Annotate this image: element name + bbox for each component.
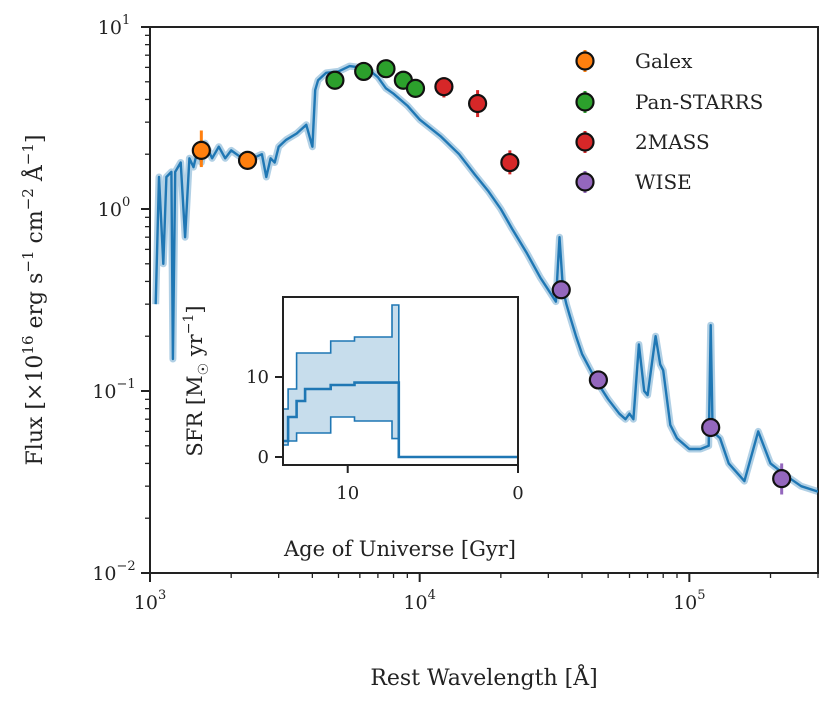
inset-x-tick-label: 0: [512, 483, 523, 504]
point-galex: [237, 150, 258, 170]
inset-y-tick-label: 10: [246, 367, 269, 388]
y-tick-exponent: −2: [117, 559, 136, 574]
main-x-ticks: 103 104 105: [134, 573, 706, 614]
x-tick-exponent: 5: [697, 588, 705, 603]
y-axis-label: Flux [×1016 erg s−1 cm−2 Å−1]: [19, 135, 48, 466]
legend-label-galex: Galex: [635, 49, 693, 73]
main-plot-frame: [149, 26, 819, 574]
x-tick-label: 104: [403, 588, 435, 614]
inset-x-ticks: 10 0: [336, 465, 524, 504]
x-tick-exponent: 4: [428, 588, 436, 603]
y-tick-label: 10−1: [92, 377, 135, 403]
photometry-points: [191, 59, 792, 495]
legend-entry-panstarrs: Pan-STARRS: [575, 90, 763, 114]
legend-entry-wise: WISE: [575, 170, 692, 194]
inset-frame: [282, 296, 519, 466]
main-minor-ticks: [145, 34, 819, 578]
inset-y-tick-label: 0: [258, 447, 269, 468]
inset-background: [283, 297, 518, 465]
point-2mass: [434, 77, 454, 97]
inset-sfr-median: [283, 381, 518, 459]
legend-label-panstarrs: Pan-STARRS: [635, 90, 763, 114]
legend-marker-panstarrs: [575, 92, 595, 112]
y-tick-exponent: 0: [122, 195, 130, 210]
inset-x-axis-label: Age of Universe [Gyr]: [283, 537, 516, 561]
y-tick-label: 101: [98, 13, 130, 39]
point-panstarrs: [376, 59, 396, 79]
inset-sfh: 10 0 0 10 Age of Universe [Gyr] SFR [M☉ yr…: [181, 296, 524, 561]
y-tick-label: 100: [98, 195, 130, 221]
x-tick-exponent: 3: [158, 588, 166, 603]
y-tick-label: 10−2: [92, 559, 135, 585]
point-wise: [588, 370, 608, 390]
legend-label-wise: WISE: [635, 170, 692, 194]
point-2mass: [500, 152, 520, 173]
y-tick-exponent: 1: [122, 13, 130, 28]
x-tick-label: 105: [673, 588, 705, 614]
legend-marker-galex: [575, 51, 595, 71]
point-panstarrs: [325, 70, 345, 90]
point-wise: [701, 417, 721, 438]
legend: Galex Pan-STARRS 2MASS WISE: [575, 49, 763, 194]
point-galex: [191, 140, 211, 160]
legend-marker-2mass: [575, 132, 595, 152]
point-wise: [772, 469, 792, 489]
x-tick-label: 103: [134, 588, 166, 614]
point-panstarrs: [405, 78, 426, 98]
x-axis-label: Rest Wavelength [Å]: [370, 663, 597, 691]
point-wise: [551, 280, 571, 300]
model-sed-line: [154, 64, 818, 493]
point-panstarrs: [354, 61, 374, 82]
point-2mass: [468, 93, 488, 114]
legend-entry-2mass: 2MASS: [575, 130, 710, 154]
inset-y-axis-label: SFR [M☉ yr−1]: [181, 305, 212, 456]
y-tick-exponent: −1: [117, 377, 136, 392]
legend-marker-wise: [575, 172, 595, 192]
inset-x-tick-label: 10: [336, 483, 359, 504]
legend-entry-galex: Galex: [575, 49, 693, 73]
inset-y-ticks: 0 10: [246, 367, 283, 468]
legend-label-2mass: 2MASS: [635, 130, 710, 154]
